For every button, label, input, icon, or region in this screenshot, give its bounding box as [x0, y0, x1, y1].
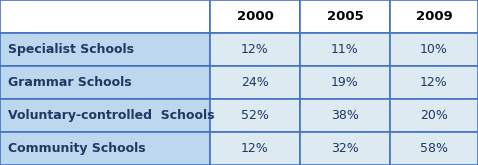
Text: 19%: 19% [331, 76, 359, 89]
Bar [390, 132, 478, 165]
Text: 2009: 2009 [416, 10, 452, 23]
Bar [0, 132, 210, 165]
Bar [0, 99, 210, 132]
Bar [300, 132, 390, 165]
Bar [210, 0, 300, 33]
Bar [0, 0, 210, 33]
Text: 32%: 32% [331, 142, 359, 155]
Bar [300, 0, 390, 33]
Text: 2000: 2000 [237, 10, 273, 23]
Text: 2005: 2005 [326, 10, 363, 23]
Bar [0, 33, 210, 66]
Text: 12%: 12% [241, 43, 269, 56]
Bar [390, 99, 478, 132]
Bar [210, 33, 300, 66]
Text: 10%: 10% [420, 43, 448, 56]
Text: 11%: 11% [331, 43, 359, 56]
Text: Grammar Schools: Grammar Schools [8, 76, 131, 89]
Text: 52%: 52% [241, 109, 269, 122]
Text: 12%: 12% [420, 76, 448, 89]
Bar [210, 66, 300, 99]
Bar [210, 132, 300, 165]
Bar [210, 99, 300, 132]
Bar [0, 66, 210, 99]
Text: 20%: 20% [420, 109, 448, 122]
Text: 24%: 24% [241, 76, 269, 89]
Bar [390, 33, 478, 66]
Text: Specialist Schools: Specialist Schools [8, 43, 134, 56]
Text: Community Schools: Community Schools [8, 142, 146, 155]
Bar [300, 33, 390, 66]
Text: 58%: 58% [420, 142, 448, 155]
Text: Voluntary-controlled  Schools: Voluntary-controlled Schools [8, 109, 215, 122]
Bar [390, 66, 478, 99]
Bar [390, 0, 478, 33]
Text: 38%: 38% [331, 109, 359, 122]
Bar [300, 99, 390, 132]
Bar [300, 66, 390, 99]
Text: 12%: 12% [241, 142, 269, 155]
